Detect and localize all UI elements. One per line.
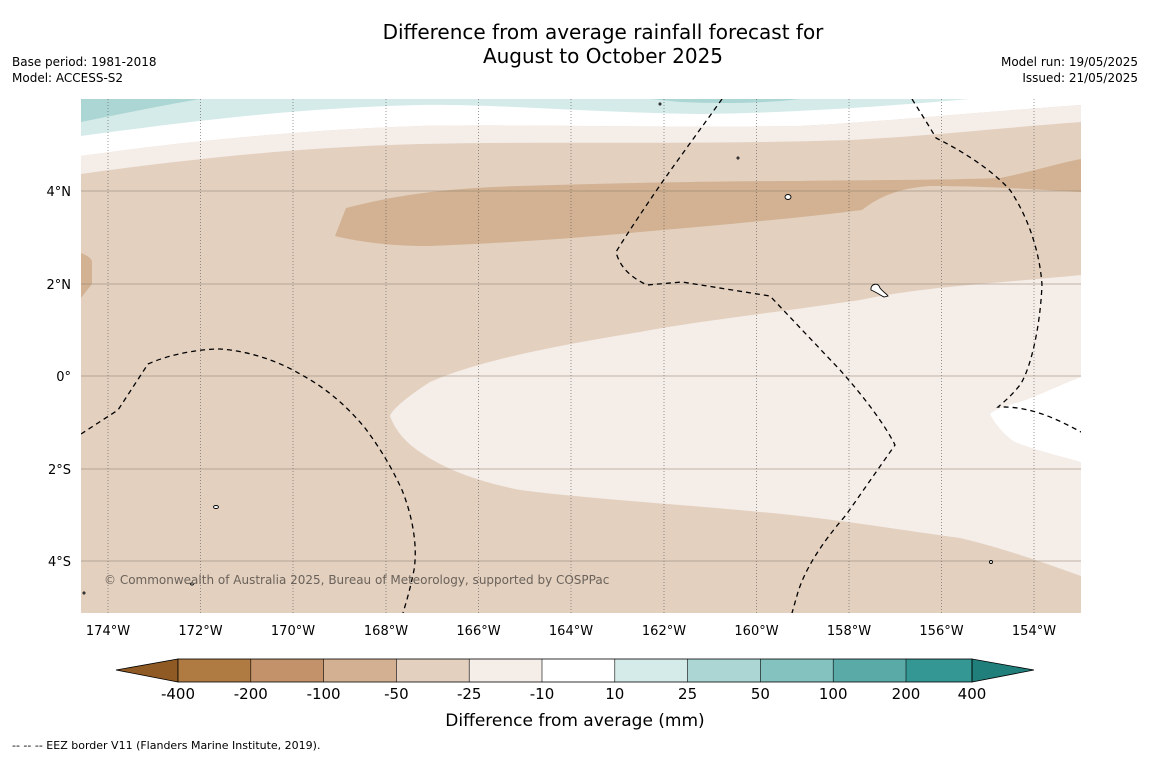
lat-tick-2s: 2°S (48, 463, 71, 478)
contour-white-north (81, 99, 1081, 156)
lat-axis-labels: 4°N 2°N 0° 2°S 4°S (47, 185, 72, 570)
island-6 (989, 560, 993, 564)
island-5 (736, 156, 740, 160)
colorbar-tick-5: -25 (457, 685, 482, 703)
island-4 (658, 102, 662, 106)
colorbar-tick-8: 25 (678, 685, 697, 703)
colorbar-label: Difference from average (mm) (445, 711, 704, 731)
eez-footnote: -- -- -- EEZ border V11 (Flanders Marine… (12, 739, 321, 752)
eez-border-central (615, 99, 896, 613)
island-3 (213, 505, 219, 509)
colorbar-swatch-3 (323, 659, 397, 682)
colorbar-dividers (250, 659, 907, 682)
colorbar-swatch-10 (833, 659, 906, 682)
colorbar-tick-1: -400 (161, 685, 195, 703)
title-line-1: Difference from average rainfall forecas… (382, 20, 824, 44)
colorbar-tick-4: -50 (384, 685, 409, 703)
map-title: Difference from average rainfall forecas… (0, 20, 1150, 68)
lon-tick-154w: 154°W (1012, 624, 1056, 639)
colorbar-swatch-6 (542, 659, 615, 682)
lat-tick-2n: 2°N (47, 278, 72, 293)
lon-axis-labels: 174°W 172°W 170°W 168°W 166°W 164°W 162°… (86, 624, 1056, 639)
meta-right: Model run: 19/05/2025 Issued: 21/05/2025 (1001, 54, 1138, 86)
lon-tick-158w: 158°W (827, 624, 871, 639)
island-2 (870, 283, 889, 298)
model-name: Model: ACCESS-S2 (12, 71, 124, 85)
lat-tick-0: 0° (56, 370, 71, 385)
contour-white-east (990, 377, 1081, 462)
islands (82, 102, 993, 595)
lat-tick-4s: 4°S (48, 555, 71, 570)
lat-tick-4n: 4°N (47, 185, 72, 200)
lon-tick-174w: 174°W (86, 624, 130, 639)
lon-tick-166w: 166°W (456, 624, 500, 639)
colorbar: -400 -200 -100 -50 -25 -10 10 25 50 100 … (115, 658, 1035, 731)
colorbar-tick-6: -10 (530, 685, 555, 703)
contour-25-north (81, 99, 970, 136)
title-line-2: August to October 2025 (482, 44, 724, 68)
colorbar-swatch-1 (178, 659, 251, 682)
colorbar-swatch-8 (687, 659, 761, 682)
colorbar-tick-11: 200 (892, 685, 921, 703)
lon-tick-156w: 156°W (919, 624, 963, 639)
island-7 (190, 582, 194, 586)
contour-dry-west (81, 253, 92, 298)
graticule (81, 99, 1081, 613)
lon-tick-162w: 162°W (642, 624, 686, 639)
colorbar-tick-7: 10 (605, 685, 624, 703)
contour-50-north-2 (650, 99, 800, 103)
eez-border-west (81, 348, 416, 613)
colorbar-swatch-4 (396, 659, 470, 682)
contour-dry-band (335, 159, 1081, 246)
lon-tick-160w: 160°W (734, 624, 778, 639)
colorbar-extend-right (971, 658, 1035, 683)
colorbar-tick-2: -200 (234, 685, 268, 703)
colorbar-tick-12: 400 (958, 685, 987, 703)
colorbar-tick-9: 50 (751, 685, 770, 703)
contour-near-normal-east (390, 275, 1081, 576)
colorbar-swatch-2 (250, 659, 324, 682)
colorbar-swatch-7 (614, 659, 688, 682)
lon-tick-172w: 172°W (178, 624, 222, 639)
rainfall-map: © Commonwealth of Australia 2025, Bureau… (81, 99, 1081, 613)
meta-left: Base period: 1981-2018 Model: ACCESS-S2 (12, 54, 157, 86)
colorbar-extend-left (115, 658, 179, 683)
colorbar-swatch-5 (469, 659, 542, 682)
colorbar-tick-10: 100 (819, 685, 848, 703)
copyright-text: © Commonwealth of Australia 2025, Bureau… (104, 573, 609, 587)
lon-tick-168w: 168°W (364, 624, 408, 639)
colorbar-swatch-9 (760, 659, 834, 682)
colorbar-ticks: -400 -200 -100 -50 -25 -10 10 25 50 100 … (161, 685, 986, 703)
colorbar-tick-3: -100 (307, 685, 341, 703)
model-run: Model run: 19/05/2025 (1000, 55, 1138, 69)
contour-light-north (81, 105, 1081, 174)
lon-tick-170w: 170°W (271, 624, 315, 639)
lon-tick-164w: 164°W (549, 624, 593, 639)
eez-borders (81, 99, 1081, 613)
issued-date: Issued: 21/05/2025 (1022, 71, 1138, 85)
island-8 (82, 591, 86, 595)
island-1 (784, 194, 792, 200)
colorbar-outline (177, 658, 973, 683)
colorbar-swatch-11 (906, 659, 972, 682)
contour-50-north (81, 99, 200, 122)
base-period: Base period: 1981-2018 (12, 55, 157, 69)
eez-border-east (911, 99, 1081, 433)
